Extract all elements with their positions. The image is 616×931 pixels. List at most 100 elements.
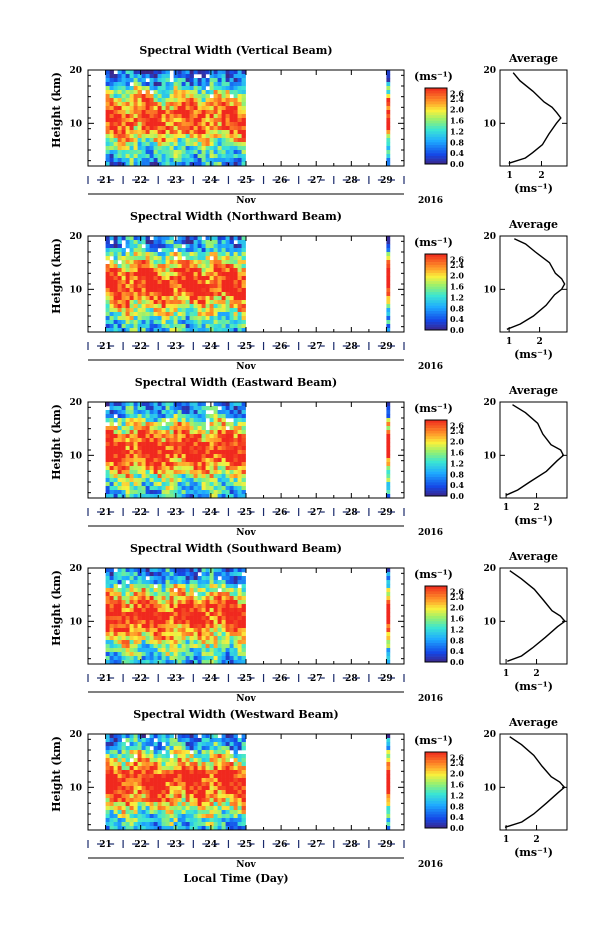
heatmap-cell bbox=[117, 106, 122, 111]
heatmap-cell bbox=[137, 568, 142, 573]
heatmap-cell bbox=[233, 826, 238, 831]
heatmap-cell bbox=[189, 572, 194, 577]
heatmap-cell bbox=[125, 312, 130, 317]
heatmap-cell bbox=[217, 450, 222, 455]
heatmap-cell bbox=[185, 252, 190, 257]
heatmap-cell bbox=[169, 782, 174, 787]
heatmap-cell bbox=[237, 790, 242, 795]
heatmap-cell bbox=[169, 790, 174, 795]
heatmap-cell bbox=[161, 588, 166, 593]
heatmap-cell bbox=[145, 328, 150, 333]
heatmap-cell bbox=[193, 288, 198, 293]
heatmap-cell bbox=[197, 652, 202, 657]
heatmap-cell bbox=[141, 738, 146, 743]
heatmap-cell bbox=[129, 426, 134, 431]
heatmap-cell bbox=[229, 90, 234, 95]
heatmap-cell bbox=[217, 446, 222, 451]
heatmap-cell bbox=[105, 806, 110, 811]
colorbar-band bbox=[425, 468, 447, 472]
heatmap-cell bbox=[201, 134, 206, 139]
heatmap-cell bbox=[221, 74, 226, 79]
heatmap-cell bbox=[109, 600, 114, 605]
heatmap-cell bbox=[137, 118, 142, 123]
heatmap-cell bbox=[157, 762, 162, 767]
heatmap-cell bbox=[133, 660, 138, 665]
heatmap-cell bbox=[197, 304, 202, 309]
heatmap-cell bbox=[189, 490, 194, 495]
heatmap-cell bbox=[117, 620, 122, 625]
heatmap-cell bbox=[185, 446, 190, 451]
heatmap-cell bbox=[233, 276, 238, 281]
heatmap-cell bbox=[113, 588, 118, 593]
heatmap-cell bbox=[225, 604, 230, 609]
heatmap-cell bbox=[237, 414, 242, 419]
heatmap-cell bbox=[177, 236, 182, 241]
heatmap-cell bbox=[185, 806, 190, 811]
heatmap-cell bbox=[221, 98, 226, 103]
heatmap-cell bbox=[157, 264, 162, 269]
heatmap-cell bbox=[185, 458, 190, 463]
colorbar-band bbox=[425, 659, 447, 663]
heatmap-cell bbox=[169, 738, 174, 743]
heatmap-cell bbox=[209, 782, 214, 787]
colorbar-band bbox=[425, 447, 447, 451]
heatmap-cell bbox=[237, 778, 242, 783]
heatmap-cell bbox=[117, 308, 122, 313]
colorbar-band bbox=[425, 107, 447, 110]
heatmap-cell bbox=[201, 248, 206, 253]
heatmap-cell bbox=[225, 402, 230, 407]
heatmap-cell bbox=[113, 490, 118, 495]
heatmap-cell bbox=[105, 758, 110, 763]
heatmap-cell bbox=[125, 402, 130, 407]
heatmap-cell bbox=[165, 588, 170, 593]
heatmap-cell bbox=[193, 588, 198, 593]
heatmap-cell bbox=[145, 640, 150, 645]
heatmap-cell bbox=[185, 328, 190, 333]
heatmap-cell bbox=[105, 328, 110, 333]
heatmap-cell bbox=[201, 320, 206, 325]
heatmap-cell bbox=[125, 106, 130, 111]
heatmap-cell bbox=[105, 652, 110, 657]
heatmap-cell bbox=[241, 766, 246, 771]
heatmap-cell bbox=[121, 248, 126, 253]
heatmap-cell bbox=[205, 158, 210, 163]
heatmap-cell bbox=[197, 430, 202, 435]
heatmap-cell bbox=[173, 754, 178, 759]
heatmap-cell bbox=[165, 814, 170, 819]
heatmap-cell bbox=[161, 102, 166, 107]
heatmap-cell bbox=[233, 74, 238, 79]
colorbar-band bbox=[425, 302, 447, 306]
heatmap-cell bbox=[137, 426, 142, 431]
heatmap-cell bbox=[221, 240, 226, 245]
heatmap-cell bbox=[177, 478, 182, 483]
heatmap-cell bbox=[213, 150, 218, 155]
heatmap-cell bbox=[201, 450, 206, 455]
heatmap-cell bbox=[133, 430, 138, 435]
heatmap-cell bbox=[209, 762, 214, 767]
heatmap-cell bbox=[386, 632, 391, 637]
heatmap-cell bbox=[221, 454, 226, 459]
heatmap-cell bbox=[149, 750, 154, 755]
heatmap-cell bbox=[109, 150, 114, 155]
heatmap-cell bbox=[213, 794, 218, 799]
heatmap-cell bbox=[149, 284, 154, 289]
heatmap-cell bbox=[185, 422, 190, 427]
heatmap-cell bbox=[213, 114, 218, 119]
heatmap-cell bbox=[209, 794, 214, 799]
heatmap-cell bbox=[241, 454, 246, 459]
heatmap-cell bbox=[229, 264, 234, 269]
heatmap-cell bbox=[145, 486, 150, 491]
average-title: Average bbox=[508, 52, 558, 65]
heatmap-cell bbox=[177, 78, 182, 83]
heatmap-cell bbox=[221, 292, 226, 297]
heatmap-cell bbox=[197, 434, 202, 439]
heatmap-cell bbox=[229, 146, 234, 151]
average-title: Average bbox=[508, 716, 558, 729]
heatmap-cell bbox=[213, 102, 218, 107]
heatmap-cell bbox=[117, 146, 122, 151]
heatmap-cell bbox=[153, 600, 158, 605]
heatmap-cell bbox=[201, 466, 206, 471]
heatmap-cell bbox=[129, 138, 134, 143]
heatmap-cell bbox=[221, 826, 226, 831]
colorbar-band bbox=[425, 806, 447, 810]
